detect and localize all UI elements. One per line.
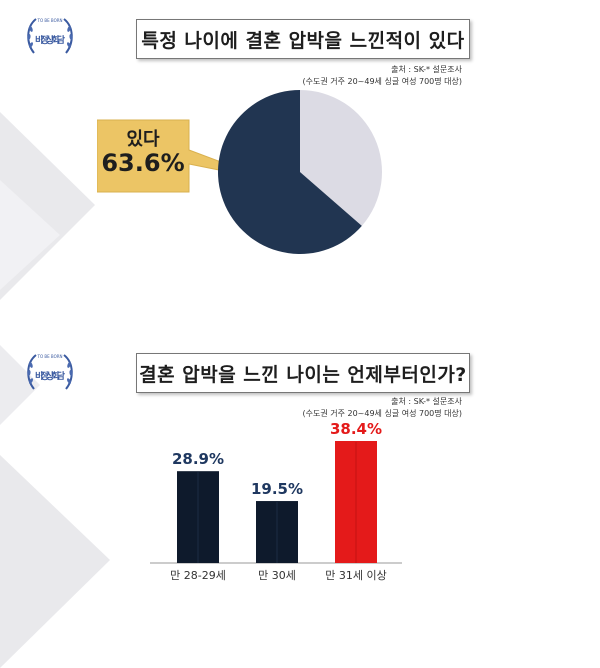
pie-slice-no [300,90,382,226]
svg-text:TO BE BORN: TO BE BORN [37,354,63,359]
category-label: 만 30세 [258,569,296,582]
bar-chart-panel: TO BE BORN 비정상회담 결혼 압박을 느낀 나이는 언제부터인가? 출… [0,335,600,668]
bar-value-label: 38.4% [330,420,382,438]
bar-value-label: 19.5% [251,480,303,498]
bar-value-label: 28.9% [172,450,224,468]
category-label: 만 28-29세 [170,569,226,582]
source-line: 출처 : SK-* 설문조사 [391,397,462,406]
pie-slice-yes [218,90,362,254]
bar-group: 38.4% 만 31세 이상 [325,420,386,582]
svg-text:비정상회담: 비정상회담 [35,34,66,46]
svg-text:비정상회담: 비정상회담 [35,370,66,382]
pie-chart [218,90,382,254]
yes-callout: 있다 63.6% [97,116,277,196]
bar-chart-source: 출처 : SK-* 설문조사 (수도권 거주 20~49세 싱글 여성 700명… [302,396,462,420]
source-line: (수도권 거주 20~49세 싱글 여성 700명 대상) [302,77,462,86]
source-line: 출처 : SK-* 설문조사 [391,65,462,74]
bar-group: 28.9% 만 28-29세 [170,450,226,582]
pie-chart-panel: TO BE BORN 비정상회담 특정 나이에 결혼 압박을 느낀적이 있다 출… [0,0,600,300]
bar-chart: 28.9% 만 28-29세 19.5% 만 30세 38.4% 만 31세 이상 [150,420,402,582]
svg-text:TO BE BORN: TO BE BORN [37,18,63,23]
callout-value: 63.6% [101,149,185,177]
laurel-logo-icon: TO BE BORN 비정상회담 [27,354,73,390]
source-line: (수도권 거주 20~49세 싱글 여성 700명 대상) [302,409,462,418]
bar-group: 19.5% 만 30세 [251,480,303,582]
callout-label: 있다 [126,129,160,150]
bar-chart-title: 결혼 압박을 느낀 나이는 언제부터인가? [136,353,470,393]
laurel-logo-icon: TO BE BORN 비정상회담 [27,18,73,54]
pie-chart-title: 특정 나이에 결혼 압박을 느낀적이 있다 [136,19,470,59]
category-label: 만 31세 이상 [325,569,386,582]
pie-chart-source: 출처 : SK-* 설문조사 (수도권 거주 20~49세 싱글 여성 700명… [302,64,462,88]
